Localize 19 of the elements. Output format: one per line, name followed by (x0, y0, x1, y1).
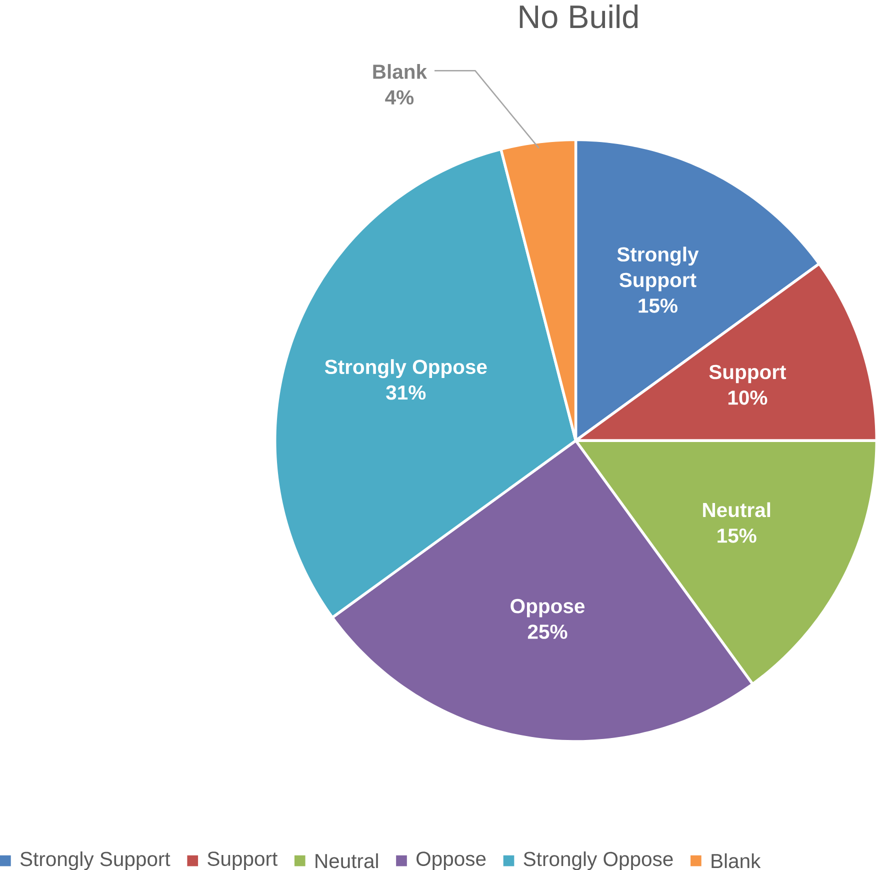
data-label: 15% (638, 298, 678, 313)
slice-label: Oppose (510, 598, 585, 618)
slice-label: Neutral (703, 502, 770, 518)
legend-label: Oppose (416, 851, 486, 870)
data-label: 15% (718, 528, 756, 543)
data-label: 10% (728, 390, 768, 405)
legend-label: Neutral (316, 853, 378, 868)
data-label: 4% (385, 90, 414, 104)
data-label: 31% (386, 385, 426, 400)
legend-label: Strongly Oppose (524, 851, 673, 870)
legend-label: Blank (712, 853, 761, 868)
slice-label: Blank (373, 64, 428, 79)
legend-label: Strongly Support (20, 851, 170, 870)
slice-label: Strongly Oppose (324, 359, 487, 378)
slice-label: Support (709, 364, 786, 384)
data-label: 25% (528, 624, 568, 639)
slice-label: Strongly Support (617, 246, 699, 292)
legend-label: Support (208, 851, 278, 870)
chart-title: No Build (520, 4, 638, 28)
